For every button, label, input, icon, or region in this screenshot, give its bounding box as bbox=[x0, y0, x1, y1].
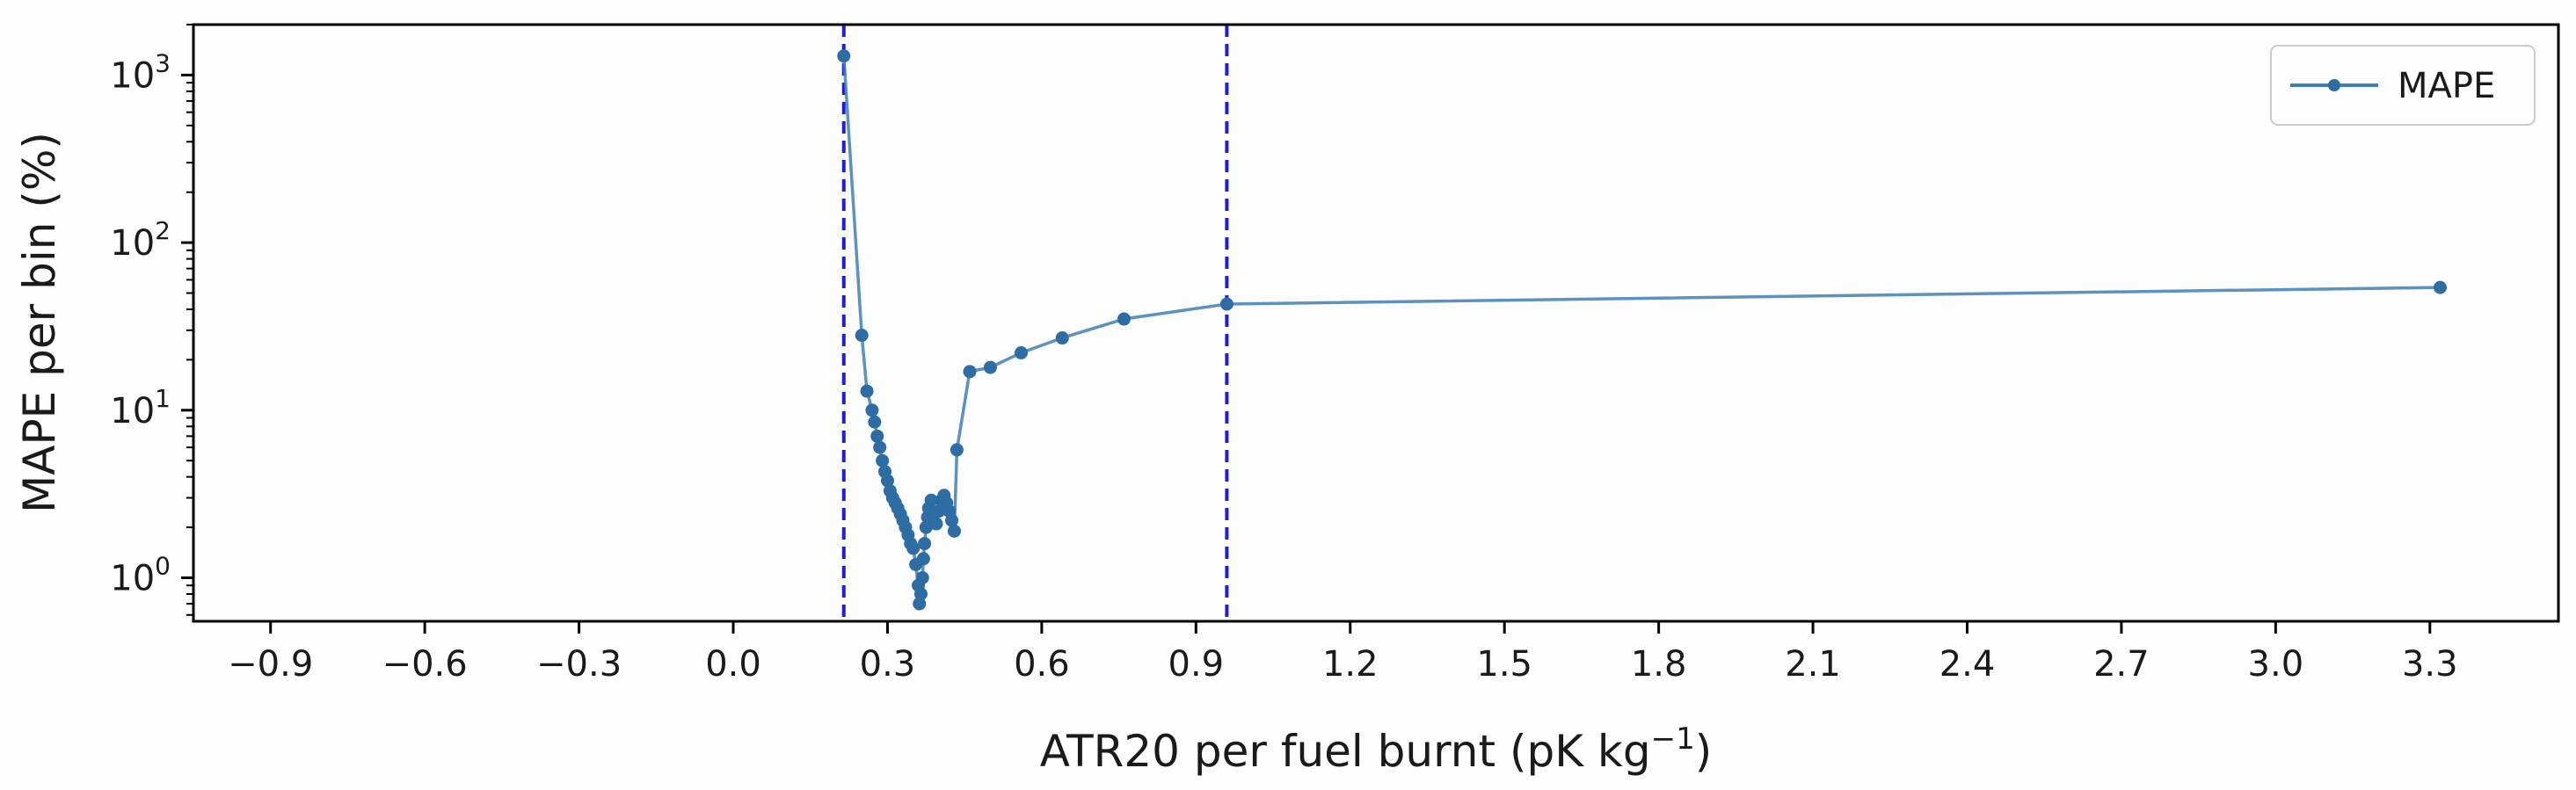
x-tick-label: 1.5 bbox=[1476, 644, 1532, 685]
legend: MAPE bbox=[2270, 45, 2536, 126]
x-axis-ticks: −0.9 −0.6 −0.3 0.0 0.3 0.6 0.9 1.2 1.5 1.8 2.1 2.4 2… bbox=[228, 621, 2458, 685]
y-axis-label: MAPE per bin (%) bbox=[14, 132, 65, 513]
x-tick-label: 0.3 bbox=[860, 644, 916, 685]
x-tick-label: −0.3 bbox=[536, 644, 622, 685]
x-tick-label: 1.2 bbox=[1322, 644, 1379, 685]
data-point bbox=[924, 493, 938, 507]
plot-area bbox=[193, 25, 2558, 621]
data-point bbox=[873, 440, 887, 454]
y-axis-ticks: 100 101 102 103 bbox=[110, 24, 193, 616]
y-tick-label: 100 bbox=[110, 551, 171, 598]
legend-label-mape: MAPE bbox=[2398, 66, 2495, 106]
data-point bbox=[915, 570, 929, 584]
data-point bbox=[929, 517, 943, 531]
data-point bbox=[870, 429, 884, 443]
data-point bbox=[865, 403, 879, 417]
data-point bbox=[2434, 280, 2447, 294]
data-point bbox=[932, 504, 946, 518]
data-point bbox=[837, 49, 851, 63]
legend-box bbox=[2270, 45, 2536, 126]
x-tick-label: −0.9 bbox=[228, 644, 313, 685]
data-point bbox=[1219, 297, 1233, 311]
x-tick-label: 0.9 bbox=[1168, 644, 1225, 685]
x-tick-label: 3.3 bbox=[2402, 644, 2458, 685]
data-point bbox=[855, 329, 869, 343]
data-point bbox=[906, 541, 921, 555]
y-tick-label: 102 bbox=[110, 216, 171, 264]
data-point bbox=[918, 537, 932, 551]
x-axis-label: ATR20 per fuel burnt (pK kg−1) bbox=[1040, 721, 1712, 777]
x-tick-label: 0.0 bbox=[705, 644, 761, 685]
x-tick-label: 1.8 bbox=[1631, 644, 1687, 685]
legend-marker-mape bbox=[2328, 79, 2340, 91]
x-tick-label: 2.4 bbox=[1939, 644, 1996, 685]
data-point bbox=[913, 597, 927, 611]
y-tick-label: 103 bbox=[110, 48, 171, 96]
data-point bbox=[947, 524, 961, 538]
data-point bbox=[868, 415, 882, 429]
x-tick-label: −0.6 bbox=[382, 644, 468, 685]
data-point bbox=[950, 443, 964, 457]
data-point bbox=[1015, 345, 1028, 359]
data-point bbox=[913, 587, 928, 601]
data-point bbox=[876, 453, 890, 467]
x-tick-label: 0.6 bbox=[1014, 644, 1070, 685]
data-point bbox=[880, 474, 894, 488]
data-point bbox=[1055, 331, 1069, 345]
data-point bbox=[860, 384, 874, 398]
data-point bbox=[945, 513, 959, 527]
x-tick-label: 2.7 bbox=[2093, 644, 2150, 685]
plot-frame bbox=[192, 23, 2560, 623]
data-point bbox=[1117, 312, 1131, 326]
data-point bbox=[963, 365, 977, 379]
data-point bbox=[983, 360, 997, 374]
data-point bbox=[916, 552, 930, 566]
x-tick-label: 3.0 bbox=[2248, 644, 2304, 685]
series-group bbox=[837, 49, 2447, 611]
data-point bbox=[919, 520, 933, 534]
x-tick-label: 2.1 bbox=[1785, 644, 1841, 685]
y-tick-label: 101 bbox=[110, 384, 171, 431]
reference-lines bbox=[841, 25, 1229, 621]
